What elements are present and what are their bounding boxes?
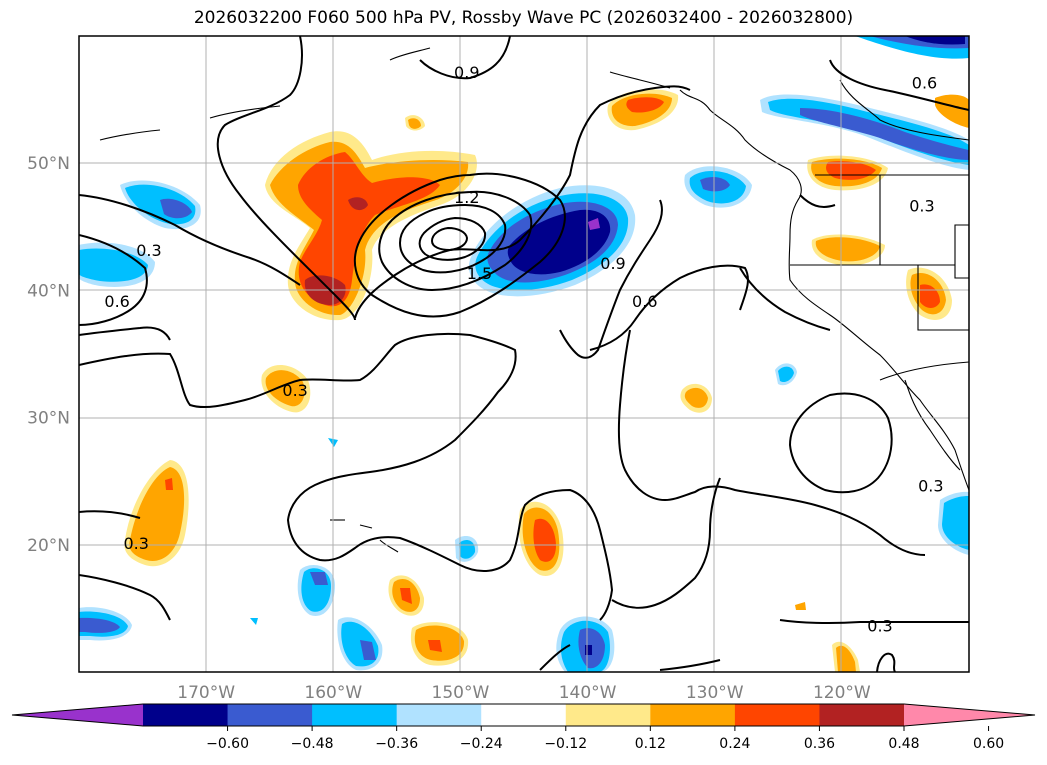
contour-label: 0.6: [912, 73, 937, 92]
colorbar-swatch: [143, 704, 229, 726]
contour-label: 0.3: [909, 197, 934, 216]
colorbar-tick-label: 0.12: [635, 736, 666, 752]
contour-label: 0.3: [123, 534, 148, 553]
pv-contours: [79, 36, 969, 672]
latitude-label: 20°N: [27, 536, 70, 556]
map-plot-area: 0.9 0.6 1.2 1.5 0.9 0.3 0.3 0.6 0.6 0.3 0.3 0.3 0.3: [79, 36, 969, 672]
colorbar-extend-low: [12, 704, 143, 726]
colorbar-tick-label: 0.60: [973, 736, 1004, 752]
contour-0.6-mid: [559, 199, 663, 359]
contour-label: 1.5: [467, 264, 492, 283]
colorbar-tick-label: −0.12: [544, 736, 587, 752]
colorbar-tick-label: 0.24: [719, 736, 750, 752]
latitude-labels: 50°N 40°N 30°N 20°N: [27, 154, 70, 556]
longitude-label: 150°W: [432, 683, 490, 703]
contour-label: 0.6: [104, 292, 129, 311]
longitude-labels: 170°W 160°W 150°W 140°W 130°W 120°W: [177, 683, 871, 703]
contour-closed-high: [353, 172, 566, 318]
colorbar-tick-label: −0.36: [375, 736, 418, 752]
contour-label: 0.3: [918, 477, 943, 496]
contour-label: 0.3: [282, 381, 307, 400]
contour-0.3-se: [788, 392, 893, 494]
longitude-label: 160°W: [304, 683, 362, 703]
longitude-label: 130°W: [686, 683, 744, 703]
colorbar-swatch: [312, 704, 398, 726]
contour-label: 0.3: [136, 241, 161, 260]
longitude-label: 120°W: [813, 683, 871, 703]
latitude-label: 40°N: [27, 281, 70, 301]
colorbar-swatch: [481, 704, 567, 726]
colorbar-swatch: [734, 704, 820, 726]
contour-label: 0.9: [600, 254, 625, 273]
colorbar-tick-label: 0.36: [804, 736, 835, 752]
colorbar-swatch: [565, 704, 651, 726]
contour-label: 1.2: [454, 188, 479, 207]
latitude-label: 50°N: [27, 154, 70, 174]
colorbar-swatch: [650, 704, 736, 726]
contour-label: 0.6: [632, 292, 657, 311]
colorbar-swatch: [396, 704, 482, 726]
colorbar-tick-label: 0.48: [888, 736, 919, 752]
map-frame: [78, 35, 970, 673]
colorbar-tick-label: −0.24: [460, 736, 503, 752]
longitude-label: 170°W: [177, 683, 235, 703]
colorbar-tick-label: −0.48: [291, 736, 334, 752]
contour-label: 0.9: [454, 63, 479, 82]
colorbar: −0.60 −0.48 −0.36 −0.24 −0.12 0.12 0.24 0.36 0.4…: [11, 703, 1036, 752]
contour-0.6-ne: [829, 59, 969, 111]
contour-labels: 0.9 0.6 1.2 1.5 0.9 0.3 0.3 0.6 0.6 0.3 0.3 0.3 0.3: [104, 63, 943, 635]
colorbar-outline: [11, 703, 1036, 727]
colorbar-extend-high: [904, 704, 1035, 726]
colorbar-tick-label: −0.60: [206, 736, 249, 752]
colorbar-swatch: [819, 704, 905, 726]
contour-label: 0.3: [867, 616, 892, 635]
latitude-label: 30°N: [27, 409, 70, 429]
map-title: 2026032200 F060 500 hPa PV, Rossby Wave …: [193, 8, 854, 28]
colorbar-swatch: [227, 704, 313, 726]
contour-0.9-north: [216, 36, 356, 321]
longitude-label: 140°W: [559, 683, 617, 703]
